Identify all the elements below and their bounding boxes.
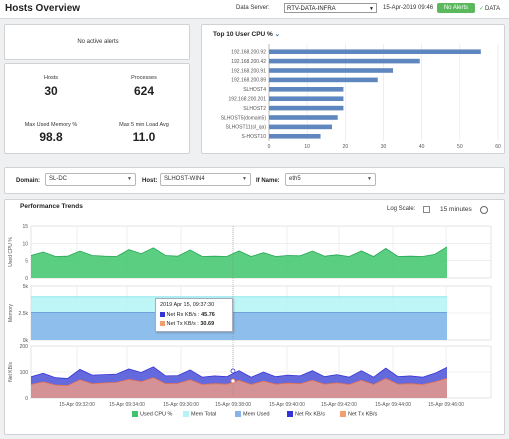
- data-server-value: RTV-DATA-INFRA: [287, 6, 336, 12]
- legend-swatch: [340, 411, 346, 417]
- x-tick-label: 10: [304, 144, 310, 150]
- max-load-avg-label: Max 5 min Load Avg: [119, 122, 169, 128]
- category-label: S-HOST10: [242, 134, 267, 140]
- legend-label: Mem Total: [191, 411, 217, 418]
- log-scale-label: Log Scale:: [387, 206, 416, 212]
- tooltip-tx-label: Net Tx KB/s :: [166, 321, 199, 327]
- legend-label: Used CPU %: [140, 411, 173, 418]
- performance-trends-title: Performance Trends: [20, 203, 83, 210]
- legend-item[interactable]: Mem Total: [183, 411, 216, 417]
- hosts-count[interactable]: 30: [44, 84, 58, 98]
- data-status-label: DATA: [485, 6, 501, 12]
- bar: [269, 58, 420, 64]
- stats-panel: Hosts 30 Processes 624 Max Used Memory %…: [4, 63, 190, 154]
- x-tick-label: 0: [268, 144, 271, 150]
- bar: [269, 77, 378, 83]
- category-label: 192.168.200.89: [231, 78, 266, 84]
- category-label: SLHOST11(sl_qa): [226, 125, 267, 131]
- domain-select[interactable]: SL-DC ▼: [45, 173, 136, 186]
- checkmark-icon: ✓: [479, 6, 485, 12]
- legend-item[interactable]: Net Rx KB/s: [287, 411, 325, 417]
- rx-swatch: [160, 312, 165, 318]
- bar: [269, 115, 338, 120]
- filter-bar: Domain: SL-DC ▼ Host: SLHOST-WIN4 ▼ If N…: [4, 167, 505, 194]
- category-label: SLHOST2: [243, 106, 266, 112]
- legend-item[interactable]: Used CPU %: [132, 411, 172, 417]
- top10-title-text: Top 10 User CPU %: [213, 31, 273, 38]
- processes-count[interactable]: 624: [133, 84, 155, 98]
- alert-status-badge[interactable]: No Alerts: [437, 3, 475, 13]
- tooltip-rx-row: Net Rx KB/s : 45.76: [160, 312, 215, 318]
- chart-tooltip: 2019 Apr 15, 09:37:30 Net Rx KB/s : 45.7…: [155, 298, 233, 332]
- legend-label: Net Tx KB/s: [348, 411, 378, 418]
- x-tick-label: 20: [343, 144, 349, 150]
- host-select[interactable]: SLHOST-WIN4 ▼: [160, 173, 251, 186]
- legend-label: Mem Used: [243, 411, 270, 418]
- category-label: 192.168.200.92: [231, 50, 266, 56]
- category-label: 192.168.200.42: [231, 59, 266, 65]
- alerts-panel: No active alerts: [4, 24, 190, 60]
- tooltip-tx-row: Net Tx KB/s : 30.69: [160, 321, 214, 327]
- domain-value: SL-DC: [49, 176, 68, 182]
- top10-bar-chart: 0 10 20 30 40 50 60 192.168.200.92 192.168.200.4…: [221, 44, 501, 150]
- bar: [269, 96, 344, 101]
- top10-title[interactable]: Top 10 User CPU % ⌄: [213, 30, 280, 38]
- legend-swatch: [183, 411, 189, 417]
- bar: [269, 134, 321, 139]
- tooltip-rx-label: Net Rx KB/s :: [166, 312, 200, 318]
- category-label: 192.168.200.91: [231, 68, 266, 74]
- chevron-down-icon[interactable]: ⌄: [274, 31, 281, 38]
- data-server-label: Data Server:: [236, 5, 270, 11]
- category-label: SLHOST5(domain5): [221, 115, 267, 121]
- top10-cpu-panel: Top 10 User CPU % ⌄ 0 10 20 30 40 50 60 192.168…: [201, 24, 505, 154]
- time-range-value[interactable]: 15 minutes: [440, 206, 472, 213]
- header-bar: Hosts Overview Data Server: RTV-DATA-INF…: [0, 0, 509, 19]
- bar: [269, 105, 344, 111]
- tooltip-rx-value: 45.76: [201, 312, 215, 318]
- legend-label: Net Rx KB/s: [295, 411, 325, 418]
- category-label: SLHOST4: [243, 87, 266, 93]
- dropdown-arrow-icon: ▼: [127, 176, 132, 182]
- x-tick-label: 40: [419, 144, 425, 150]
- processes-label: Processes: [131, 75, 157, 81]
- domain-label: Domain:: [16, 178, 40, 184]
- dropdown-arrow-icon: ▼: [369, 6, 374, 12]
- x-tick-label: 50: [457, 144, 463, 150]
- max-used-memory-value[interactable]: 98.8: [39, 130, 63, 144]
- log-scale-checkbox[interactable]: [423, 206, 430, 213]
- legend-item[interactable]: Net Tx KB/s: [340, 411, 377, 417]
- tx-swatch: [160, 321, 165, 327]
- tooltip-tx-value: 30.69: [200, 321, 215, 327]
- clock-icon[interactable]: [480, 206, 488, 214]
- dropdown-arrow-icon: ▼: [242, 176, 247, 182]
- data-server-select[interactable]: RTV-DATA-INFRA ▼: [284, 3, 377, 13]
- legend-swatch: [132, 411, 138, 417]
- x-tick-label: 30: [381, 144, 387, 150]
- legend-swatch: [287, 411, 293, 417]
- ifname-value: eth5: [289, 176, 301, 182]
- max-load-avg-value[interactable]: 11.0: [132, 130, 156, 144]
- ifname-select[interactable]: eth5 ▼: [285, 173, 376, 186]
- bar: [269, 87, 344, 92]
- performance-trends-panel: Performance Trends Log Scale: 15 minutes: [4, 199, 505, 435]
- data-status: ✓DATA: [479, 5, 500, 12]
- bar: [269, 124, 332, 130]
- legend-swatch: [235, 411, 241, 417]
- ifname-label: If Name:: [256, 178, 280, 184]
- dropdown-arrow-icon: ▼: [367, 176, 372, 182]
- bar: [269, 49, 481, 54]
- max-used-memory-label: Max Used Memory %: [24, 122, 78, 128]
- host-label: Host:: [142, 178, 158, 184]
- hosts-label: Hosts: [43, 75, 59, 81]
- x-tick-label: 60: [495, 144, 501, 150]
- page-title: Hosts Overview: [5, 3, 81, 14]
- host-value: SLHOST-WIN4: [164, 176, 205, 182]
- bar: [269, 68, 394, 73]
- no-alerts-text: No active alerts: [77, 39, 119, 45]
- legend-item[interactable]: Mem Used: [235, 411, 270, 417]
- category-label: 192.168.200.201: [228, 97, 266, 103]
- current-date: 15-Apr-2019 09:46: [383, 5, 434, 11]
- tooltip-title: 2019 Apr 15, 09:37:30: [160, 302, 215, 308]
